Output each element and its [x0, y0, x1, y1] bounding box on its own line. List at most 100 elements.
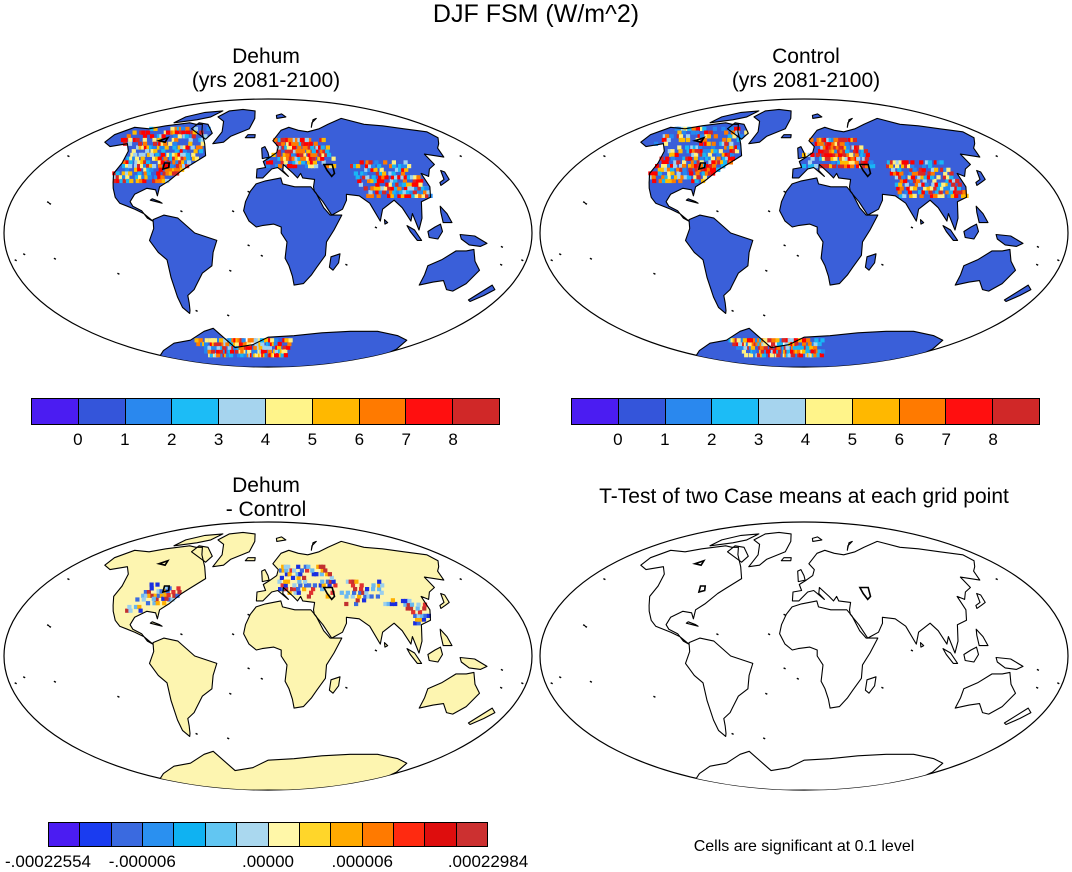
grid-cell [379, 590, 384, 595]
island-mark [1035, 686, 1039, 689]
grid-cell [363, 186, 368, 191]
grid-cell [227, 345, 232, 350]
grid-cell [950, 186, 955, 191]
grid-cell [776, 345, 781, 350]
grid-cell [350, 594, 355, 599]
grid-cell [914, 182, 919, 187]
grid-cell [413, 613, 418, 618]
grid-cell [375, 594, 380, 599]
coastline-japan [439, 592, 450, 609]
grid-cell [759, 338, 764, 343]
grid-cell [735, 130, 740, 135]
grid-cell [820, 149, 825, 154]
grid-cell [934, 182, 939, 187]
grid-cell [297, 145, 302, 150]
grid-cell [414, 186, 419, 191]
grid-cell [393, 601, 398, 607]
grid-cell [685, 156, 690, 161]
grid-cell [134, 167, 139, 172]
grid-cell [841, 145, 846, 150]
grid-cell [400, 175, 405, 180]
grid-cell [820, 145, 825, 150]
grid-cell [401, 167, 406, 172]
grid-cell [188, 137, 193, 143]
grid-cell [889, 160, 894, 165]
land-borneo [427, 647, 443, 662]
grid-cell [829, 164, 834, 169]
coastline-uk [797, 146, 806, 160]
grid-cell [189, 134, 194, 139]
coastline-svalbard [275, 536, 287, 542]
land-sumatra [407, 225, 422, 241]
grid-cell [359, 583, 364, 588]
grid-cell [297, 137, 302, 143]
grid-cell [303, 156, 308, 161]
grid-cell [951, 182, 956, 187]
grid-cell [678, 149, 683, 154]
island-mark [228, 692, 232, 695]
grid-cell [670, 167, 675, 172]
coastline-svalbard [811, 113, 823, 119]
grid-cell [765, 349, 771, 354]
grid-cell [850, 164, 855, 169]
grid-cell [143, 145, 148, 150]
grid-cell [727, 137, 732, 143]
grid-cell [934, 167, 939, 172]
grid-cell [821, 137, 826, 143]
grid-cell [158, 141, 163, 146]
grid-cell [940, 186, 945, 191]
grid-cell [323, 568, 328, 573]
grid-cell [682, 171, 687, 176]
grid-cell [292, 583, 297, 588]
grid-cell [296, 590, 301, 595]
grid-cell [823, 164, 828, 169]
grid-cell [940, 167, 945, 172]
grid-cell [143, 590, 148, 595]
island-mark [558, 676, 562, 679]
grid-cell [682, 167, 687, 172]
grid-cell [946, 167, 951, 172]
grid-cell [695, 126, 700, 131]
grid-cell [906, 186, 911, 191]
grid-cell [810, 156, 815, 161]
grid-cell [708, 156, 713, 161]
grid-cell [307, 160, 312, 165]
grid-cell [166, 152, 171, 157]
grid-cell [357, 178, 362, 184]
grid-cell [292, 568, 297, 573]
grid-cell [693, 160, 698, 165]
grid-cell [921, 171, 926, 176]
grid-cell [377, 579, 382, 584]
grid-cell [163, 141, 168, 146]
land-africa [243, 600, 342, 709]
grid-cell [327, 583, 332, 588]
grid-cell [142, 178, 147, 184]
grid-cell [378, 190, 383, 195]
island-mark [247, 613, 250, 616]
grid-cell [423, 613, 428, 618]
grid-cell [904, 182, 909, 187]
grid-cell [916, 178, 921, 184]
grid-cell [838, 152, 843, 157]
island-mark [584, 202, 588, 205]
grid-cell [908, 171, 913, 176]
grid-cell [688, 156, 693, 161]
grid-cell [365, 164, 370, 169]
grid-cell [209, 353, 214, 358]
grid-cell [416, 175, 421, 180]
land-philippines [440, 629, 452, 646]
colorbar-swatch [852, 399, 900, 424]
island-mark [1035, 263, 1039, 266]
grid-cell [314, 149, 319, 154]
grid-cell [270, 338, 275, 343]
grid-cell [787, 338, 792, 343]
coastline-eurasia [255, 540, 445, 654]
grid-cell [724, 152, 729, 157]
island-mark [520, 682, 524, 685]
colorbar-swatch [32, 399, 79, 424]
grid-cell [352, 590, 357, 595]
grid-cell [350, 583, 356, 588]
land-newGuinea [460, 657, 487, 670]
map-boundary [539, 98, 1069, 368]
grid-cell [351, 579, 356, 584]
